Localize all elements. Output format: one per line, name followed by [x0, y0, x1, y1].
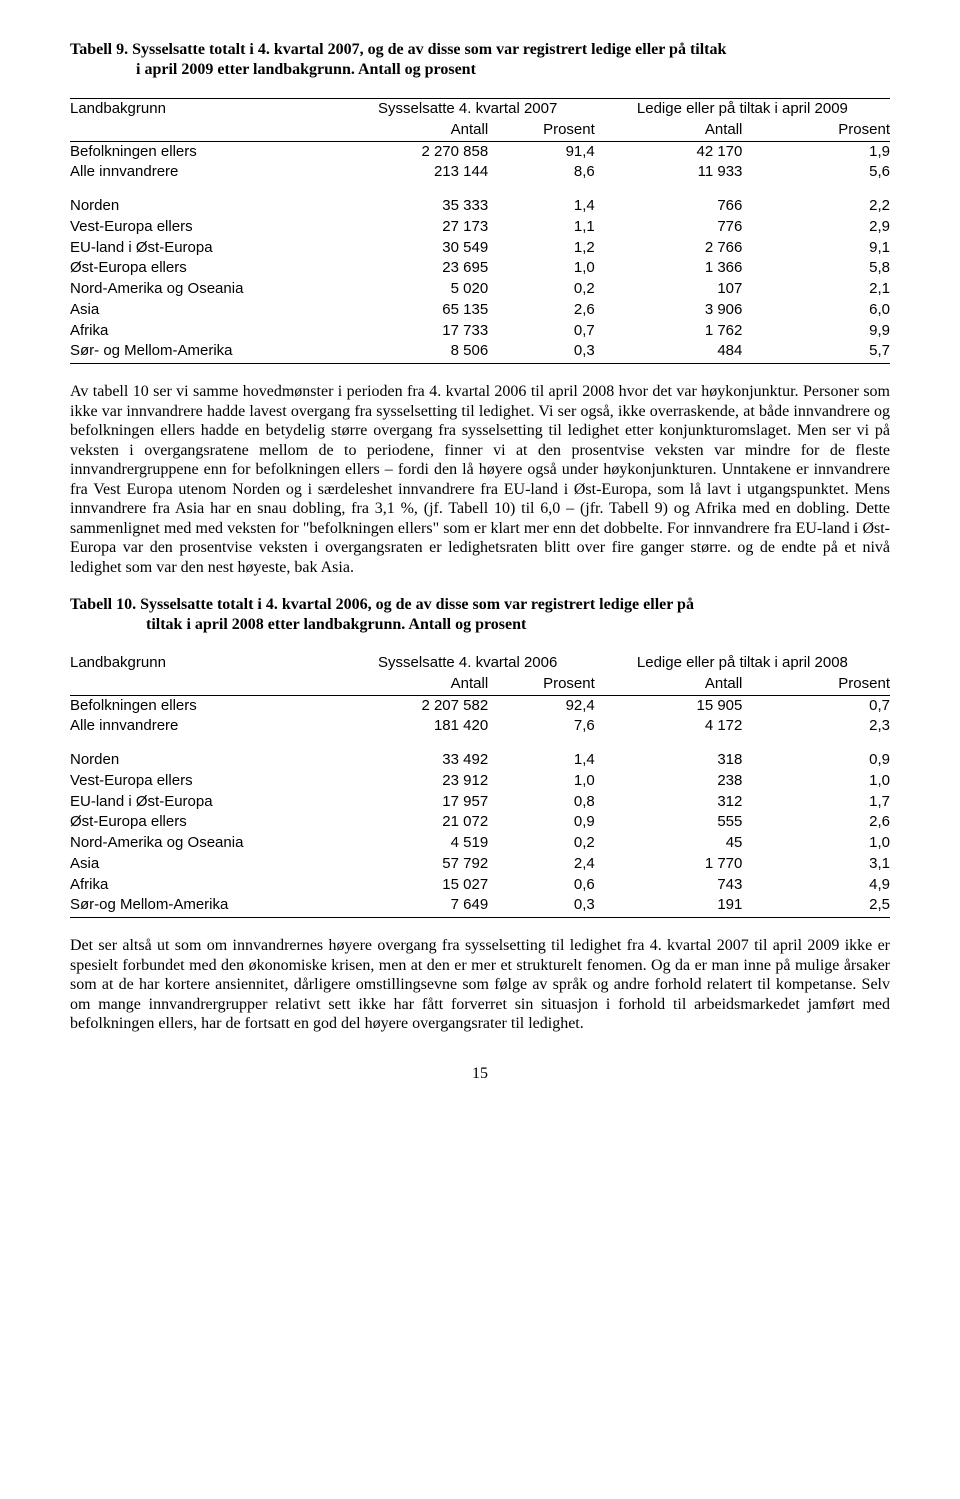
- table9-title-line2: i april 2009 etter landbakgrunn. Antall …: [70, 60, 890, 80]
- t9-hdr-sysselsatte: Sysselsatte 4. kvartal 2007: [341, 99, 595, 120]
- table10-title-line2: tiltak i april 2008 etter landbakgrunn. …: [70, 615, 890, 635]
- t9-hdr-ledige: Ledige eller på tiltak i april 2009: [595, 99, 890, 120]
- t10-hdr-landbakgrunn: Landbakgrunn: [70, 653, 341, 674]
- table10-title: Tabell 10. Sysselsatte totalt i 4. kvart…: [70, 595, 890, 635]
- table-row: Asia 65 135 2,6 3 906 6,0: [70, 300, 890, 321]
- table-row: Norden 35 333 1,4 766 2,2: [70, 183, 890, 217]
- table-row: Alle innvandrere 213 144 8,6 11 933 5,6: [70, 162, 890, 183]
- t10-sub-prosent-a: Prosent: [488, 674, 595, 695]
- table-row: Nord-Amerika og Oseania 4 519 0,2 45 1,0: [70, 833, 890, 854]
- table9-title: Tabell 9. Sysselsatte totalt i 4. kvarta…: [70, 40, 890, 80]
- page-number: 15: [70, 1064, 890, 1084]
- paragraph-2: Det ser altså ut som om innvandrernes hø…: [70, 936, 890, 1034]
- t9-sub-prosent-b: Prosent: [742, 120, 890, 141]
- table-row: Norden 33 492 1,4 318 0,9: [70, 737, 890, 771]
- table-row: Alle innvandrere 181 420 7,6 4 172 2,3: [70, 716, 890, 737]
- table-row: EU-land i Øst-Europa 30 549 1,2 2 766 9,…: [70, 238, 890, 259]
- table-row: Nord-Amerika og Oseania 5 020 0,2 107 2,…: [70, 279, 890, 300]
- table-row: Befolkningen ellers 2 207 582 92,4 15 90…: [70, 695, 890, 716]
- t10-sub-antall-a: Antall: [341, 674, 489, 695]
- t10-sub-blank: [70, 674, 341, 695]
- t10-hdr-ledige: Ledige eller på tiltak i april 2008: [595, 653, 890, 674]
- table-row: Befolkningen ellers 2 270 858 91,4 42 17…: [70, 141, 890, 162]
- paragraph-1: Av tabell 10 ser vi samme hovedmønster i…: [70, 382, 890, 577]
- table-row: Vest-Europa ellers 27 173 1,1 776 2,9: [70, 217, 890, 238]
- table-row: Afrika 15 027 0,6 743 4,9: [70, 875, 890, 896]
- table10-title-line1: Tabell 10. Sysselsatte totalt i 4. kvart…: [70, 596, 694, 613]
- table-row: Sør- og Mellom-Amerika 8 506 0,3 484 5,7: [70, 341, 890, 363]
- table9-title-line1: Tabell 9. Sysselsatte totalt i 4. kvarta…: [70, 41, 726, 58]
- t9-sub-antall-b: Antall: [595, 120, 743, 141]
- t10-hdr-sysselsatte: Sysselsatte 4. kvartal 2006: [341, 653, 595, 674]
- t9-sub-blank: [70, 120, 341, 141]
- t9-sub-antall-a: Antall: [341, 120, 489, 141]
- table-row: EU-land i Øst-Europa 17 957 0,8 312 1,7: [70, 792, 890, 813]
- table9: Landbakgrunn Sysselsatte 4. kvartal 2007…: [70, 98, 890, 364]
- t9-sub-prosent-a: Prosent: [488, 120, 595, 141]
- table-row: Asia 57 792 2,4 1 770 3,1: [70, 854, 890, 875]
- t10-sub-prosent-b: Prosent: [742, 674, 890, 695]
- table-row: Øst-Europa ellers 23 695 1,0 1 366 5,8: [70, 258, 890, 279]
- table10: Landbakgrunn Sysselsatte 4. kvartal 2006…: [70, 653, 890, 918]
- table-row: Afrika 17 733 0,7 1 762 9,9: [70, 321, 890, 342]
- table-row: Sør-og Mellom-Amerika 7 649 0,3 191 2,5: [70, 895, 890, 917]
- table-row: Øst-Europa ellers 21 072 0,9 555 2,6: [70, 812, 890, 833]
- table-row: Vest-Europa ellers 23 912 1,0 238 1,0: [70, 771, 890, 792]
- t10-sub-antall-b: Antall: [595, 674, 743, 695]
- t9-hdr-landbakgrunn: Landbakgrunn: [70, 99, 341, 120]
